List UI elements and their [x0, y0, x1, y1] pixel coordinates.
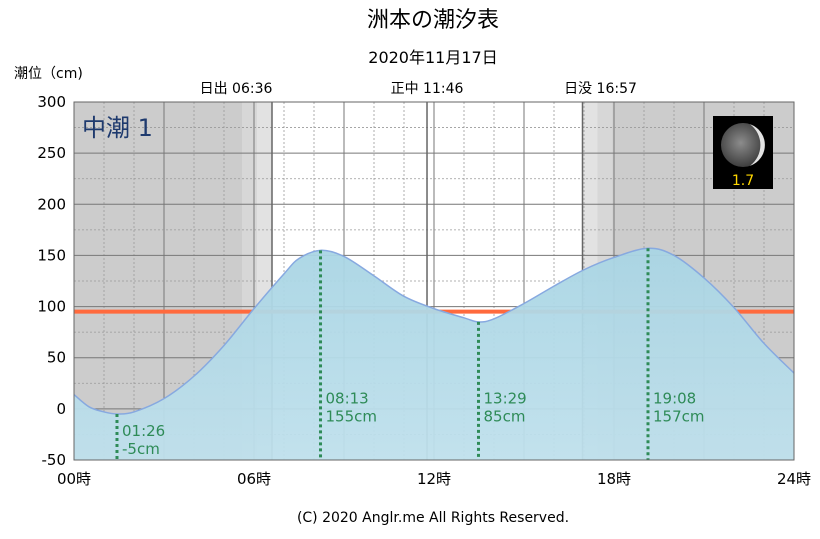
plot-frame	[73, 101, 795, 461]
x-tick-label: 00時	[57, 470, 91, 488]
y-tick-label: -50	[42, 451, 67, 469]
chart-title: 洲本の潮汐表	[367, 8, 499, 33]
tide-series	[73, 247, 795, 460]
tide-name-label: 中潮 1	[82, 114, 153, 142]
extreme-time-label: 08:13	[326, 390, 369, 408]
y-axis-label: 潮位（cm)	[14, 66, 83, 82]
tide-area	[74, 248, 794, 460]
copyright-footer: (C) 2020 Anglr.me All Rights Reserved.	[297, 510, 569, 526]
extreme-time-label: 13:29	[483, 390, 526, 408]
y-tick-label: 200	[37, 195, 66, 213]
moon-crescent	[750, 124, 765, 166]
y-tick-label: 250	[37, 144, 66, 162]
moon-phase-box: 1.7	[713, 116, 773, 189]
chart-subtitle: 2020年11月17日	[368, 48, 497, 67]
y-tick-label: 100	[37, 298, 66, 316]
extreme-level-label: 85cm	[483, 408, 525, 426]
x-ticks: 00時 06時 12時 18時 24時	[57, 470, 811, 488]
tide-line	[73, 247, 795, 415]
extreme-level-label: -5cm	[122, 440, 160, 458]
sunset-label: 日没 16:57	[564, 81, 637, 97]
sunrise-label: 日出 06:36	[200, 81, 273, 97]
x-tick-label: 06時	[237, 470, 271, 488]
x-tick-label: 12時	[417, 470, 451, 488]
extreme-level-label: 157cm	[653, 408, 705, 426]
extreme-level-label: 155cm	[326, 408, 378, 426]
noon-label: 正中 11:46	[391, 81, 464, 97]
extreme-time-label: 19:08	[653, 390, 696, 408]
y-tick-label: 150	[37, 246, 66, 264]
y-tick-label: 300	[37, 93, 66, 111]
y-tick-label: 50	[47, 349, 66, 367]
y-ticks: 300 250 200 150 100 50 0 -50	[37, 93, 66, 469]
moon-disc	[721, 123, 765, 167]
x-tick-label: 24時	[777, 470, 811, 488]
extreme-time-label: 01:26	[122, 422, 165, 440]
y-tick-label: 0	[56, 400, 66, 418]
x-tick-label: 18時	[597, 470, 631, 488]
moon-age: 1.7	[732, 173, 754, 189]
